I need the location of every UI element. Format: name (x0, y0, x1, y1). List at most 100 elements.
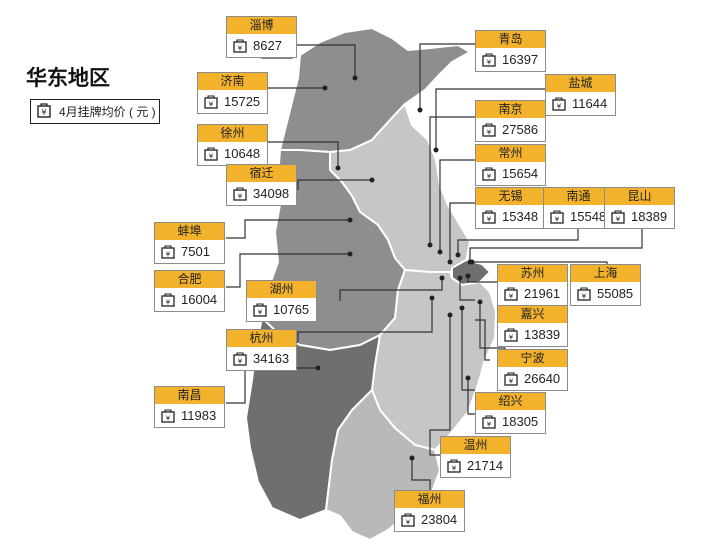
city-price: 21961 (524, 286, 561, 301)
label-suqian: 宿迁 ¥34098 (226, 164, 297, 206)
city-name: 上海 (571, 265, 640, 282)
svg-text:¥: ¥ (209, 100, 214, 108)
label-shanghai: 上海 ¥55085 (570, 264, 641, 306)
label-wuxi: 无锡 ¥15348 (475, 187, 546, 229)
label-huzhou: 湖州 ¥10765 (246, 280, 317, 322)
city-name: 合肥 (155, 271, 224, 288)
city-price: 15725 (224, 94, 261, 109)
city-name: 南昌 (155, 387, 224, 404)
city-name: 绍兴 (476, 393, 545, 410)
city-name: 昆山 (605, 188, 674, 205)
svg-text:¥: ¥ (509, 292, 514, 300)
svg-text:¥: ¥ (509, 333, 514, 341)
label-jinan: 济南 ¥15725 (197, 72, 268, 114)
svg-text:¥: ¥ (557, 102, 562, 110)
city-name: 蚌埠 (155, 223, 224, 240)
label-jiaxing: 嘉兴 ¥13839 (497, 305, 568, 347)
city-name: 青岛 (476, 31, 545, 48)
city-price: 16004 (181, 292, 218, 307)
price-tag-icon: ¥ (577, 286, 591, 301)
price-tag-icon: ¥ (482, 209, 496, 224)
city-price: 18389 (631, 209, 668, 224)
price-tag-icon: ¥ (233, 351, 247, 366)
svg-text:¥: ¥ (487, 420, 492, 428)
label-changzhou: 常州 ¥15654 (475, 144, 546, 186)
legend: ¥ 4月挂牌均价 ( 元 ) (30, 99, 160, 124)
svg-text:¥: ¥ (452, 464, 457, 472)
label-zibo: 淄博 ¥8627 (226, 16, 297, 58)
svg-text:¥: ¥ (487, 58, 492, 66)
price-tag-icon: ¥ (504, 286, 518, 301)
svg-text:¥: ¥ (166, 414, 171, 422)
city-name: 徐州 (198, 125, 267, 142)
label-nanchang: 南昌 ¥11983 (154, 386, 225, 428)
label-wenzhou: 温州 ¥21714 (440, 436, 511, 478)
price-tag-icon: ¥ (447, 458, 461, 473)
svg-text:¥: ¥ (209, 152, 214, 160)
label-ningbo: 宁波 ¥26640 (497, 349, 568, 391)
price-tag-icon: ¥ (204, 146, 218, 161)
city-price: 27586 (502, 122, 539, 137)
price-tag-icon: ¥ (552, 96, 566, 111)
city-name: 淄博 (227, 17, 296, 34)
leader-lines (226, 43, 643, 494)
city-name: 温州 (441, 437, 510, 454)
svg-text:¥: ¥ (487, 215, 492, 223)
city-name: 南京 (476, 101, 545, 118)
city-price: 55085 (597, 286, 634, 301)
city-name: 湖州 (247, 281, 316, 298)
price-tag-icon: ¥ (161, 244, 175, 259)
city-price: 21714 (467, 458, 504, 473)
page-title: 华东地区 (26, 66, 110, 90)
svg-text:¥: ¥ (406, 518, 411, 526)
city-price: 15548 (570, 209, 607, 224)
price-tag-icon: ¥ (401, 512, 415, 527)
legend-label: 4月挂牌均价 ( 元 ) (59, 105, 156, 119)
svg-text:¥: ¥ (238, 357, 243, 365)
price-tag-icon: ¥ (482, 414, 496, 429)
price-tag-icon: ¥ (161, 408, 175, 423)
price-tag-icon: ¥ (37, 102, 51, 121)
city-price: 13839 (524, 327, 561, 342)
city-name: 无锡 (476, 188, 545, 205)
svg-text:¥: ¥ (555, 215, 560, 223)
label-fuzhou: 福州 ¥23804 (394, 490, 465, 532)
label-hefei: 合肥 ¥16004 (154, 270, 225, 312)
region-shandong (278, 26, 473, 154)
city-price: 15654 (502, 166, 539, 181)
svg-text:¥: ¥ (487, 172, 492, 180)
svg-text:¥: ¥ (238, 44, 243, 52)
price-tag-icon: ¥ (482, 122, 496, 137)
price-tag-icon: ¥ (233, 38, 247, 53)
label-nanjing: 南京 ¥27586 (475, 100, 546, 142)
city-price: 8627 (253, 38, 282, 53)
price-tag-icon: ¥ (611, 209, 625, 224)
city-price: 34098 (253, 186, 290, 201)
label-nantong: 南通 ¥15548 (543, 187, 614, 229)
city-name: 南通 (544, 188, 613, 205)
svg-text:¥: ¥ (166, 298, 171, 306)
city-name: 苏州 (498, 265, 567, 282)
label-qingdao: 青岛 ¥16397 (475, 30, 546, 72)
label-suzhou: 苏州 ¥21961 (497, 264, 568, 306)
label-kunshan: 昆山 ¥18389 (604, 187, 675, 229)
svg-text:¥: ¥ (582, 292, 587, 300)
price-tag-icon: ¥ (204, 94, 218, 109)
city-price: 11983 (181, 408, 217, 423)
city-name: 济南 (198, 73, 267, 90)
city-name: 嘉兴 (498, 306, 567, 323)
city-price: 23804 (421, 512, 458, 527)
city-name: 福州 (395, 491, 464, 508)
price-tag-icon: ¥ (482, 166, 496, 181)
price-tag-icon: ¥ (482, 52, 496, 67)
city-dots (315, 75, 483, 461)
svg-text:¥: ¥ (487, 128, 492, 136)
city-name: 宿迁 (227, 165, 296, 182)
city-price: 16397 (502, 52, 539, 67)
price-tag-icon: ¥ (550, 209, 564, 224)
label-shaoxing: 绍兴 ¥18305 (475, 392, 546, 434)
city-price: 10765 (273, 302, 310, 317)
label-hangzhou: 杭州 ¥34163 (226, 329, 297, 371)
city-price: 26640 (524, 371, 561, 386)
price-tag-icon: ¥ (233, 186, 247, 201)
